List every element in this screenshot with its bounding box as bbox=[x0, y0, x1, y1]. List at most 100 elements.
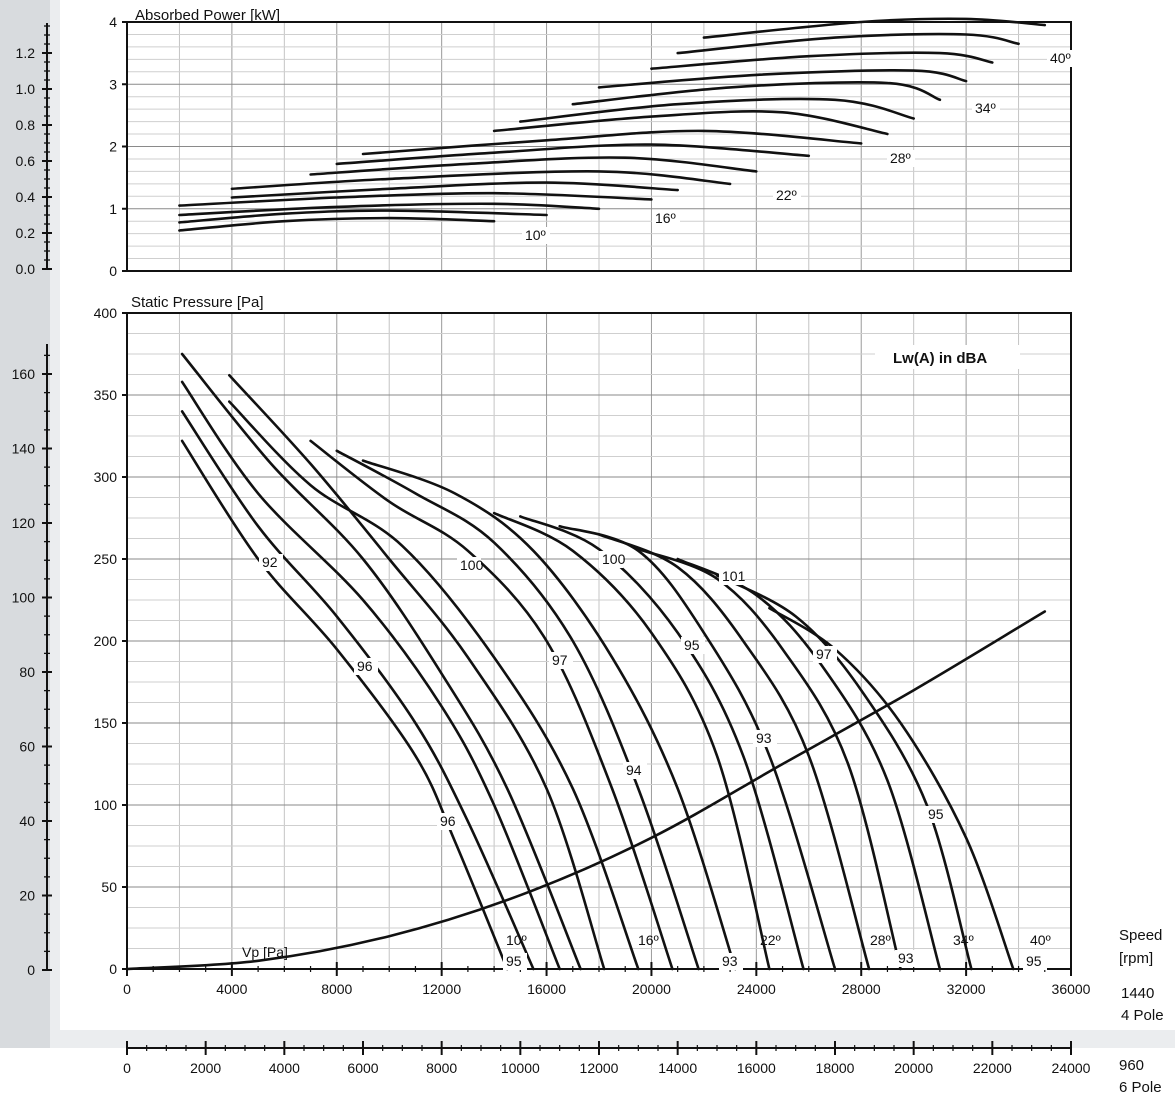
top-y-tick-label: 2 bbox=[109, 139, 117, 155]
top-angle-label-bg bbox=[652, 210, 680, 227]
top-angle-label: 40º bbox=[1050, 50, 1071, 66]
pressure-curve-series-8 bbox=[361, 459, 737, 971]
top-y-tick-labels: 0 1 2 3 4 bbox=[109, 14, 117, 279]
sound-label-bg bbox=[354, 658, 378, 675]
power-curve-series-13 bbox=[650, 51, 994, 70]
sound-level-label: 96 bbox=[440, 813, 456, 829]
sound-label-bg bbox=[925, 806, 949, 823]
x4-tick-label: 4000 bbox=[216, 981, 247, 997]
sound-level-label: 101 bbox=[722, 568, 746, 584]
pressure-curve-series-3 bbox=[180, 352, 582, 971]
main-angle-label: 10º bbox=[506, 932, 527, 948]
power-curve-series-2 bbox=[178, 202, 601, 217]
legend-box bbox=[875, 345, 1020, 369]
pressure-curve-series-17 bbox=[125, 610, 1047, 971]
pressure-curve-series-5 bbox=[228, 400, 640, 971]
left-tick-label: 160 bbox=[12, 366, 36, 382]
pressure-curve-series-0 bbox=[180, 439, 509, 971]
speed-1440-label: 1440 bbox=[1121, 985, 1154, 1002]
vp-curve-label: Vp [Pa] bbox=[242, 944, 288, 960]
x4-tick-label: 32000 bbox=[947, 981, 986, 997]
left-tick-label: 0.2 bbox=[16, 225, 36, 241]
x6-tick-label: 4000 bbox=[269, 1060, 300, 1076]
x6-tick-label: 14000 bbox=[658, 1060, 697, 1076]
pole-6-label: 6 Pole bbox=[1119, 1079, 1162, 1095]
x6-tick-label: 2000 bbox=[190, 1060, 221, 1076]
x4-tick-label: 24000 bbox=[737, 981, 776, 997]
legend-label: Lw(A) in dBA bbox=[893, 350, 987, 367]
power-curve-series-15 bbox=[702, 17, 1047, 39]
sound-label-bg bbox=[719, 568, 743, 585]
x4-tick-label: 12000 bbox=[422, 981, 461, 997]
sound-level-label: 97 bbox=[816, 646, 832, 662]
sound-label-bg bbox=[681, 637, 705, 654]
power-curve-series-7 bbox=[335, 143, 811, 166]
power-curve-series-1 bbox=[178, 209, 548, 224]
rpm-unit-label: [rpm] bbox=[1119, 950, 1153, 967]
sound-label-bg bbox=[457, 557, 481, 574]
x6-tick-label: 12000 bbox=[580, 1060, 619, 1076]
sound-label-bg bbox=[437, 813, 461, 830]
sound-level-label: 100 bbox=[602, 551, 626, 567]
pressure-curve-series-2 bbox=[180, 380, 561, 971]
pressure-curve-series-13 bbox=[637, 547, 902, 971]
left-tick-label: 140 bbox=[12, 441, 36, 457]
sound-label-bg bbox=[719, 953, 743, 970]
x4-tick-label: 16000 bbox=[527, 981, 566, 997]
sound-label-bg bbox=[753, 730, 777, 747]
power-curve-series-12 bbox=[597, 69, 968, 89]
top-angle-label-bg bbox=[887, 150, 915, 167]
main-y-tick-label: 250 bbox=[94, 551, 118, 567]
top-left-tick-labels: 0.0 0.2 0.4 0.6 0.8 1.0 1.2 bbox=[16, 45, 36, 277]
x4-tick-label: 28000 bbox=[842, 981, 881, 997]
main-y-tick-label: 0 bbox=[109, 961, 117, 977]
left-tick-label: 120 bbox=[12, 515, 36, 531]
main-angle-label: 16º bbox=[638, 932, 659, 948]
power-curve-series-3 bbox=[178, 191, 653, 207]
x6-tick-label: 10000 bbox=[501, 1060, 540, 1076]
sound-level-label: 92 bbox=[262, 554, 278, 570]
pressure-curve-series-6 bbox=[309, 439, 674, 971]
left-tick-label: 0.6 bbox=[16, 153, 36, 169]
left-tick-label: 1.2 bbox=[16, 45, 36, 61]
pressure-curve-series-16 bbox=[768, 606, 1015, 971]
x6-tick-label: 8000 bbox=[426, 1060, 457, 1076]
left-tick-label: 20 bbox=[19, 888, 35, 904]
speed-label: Speed bbox=[1119, 927, 1162, 944]
top-angle-label: 22º bbox=[776, 187, 797, 203]
sound-level-label: 97 bbox=[552, 652, 568, 668]
left-tick-label: 40 bbox=[19, 813, 35, 829]
sound-level-label: 95 bbox=[928, 806, 944, 822]
sound-level-label: 96 bbox=[357, 658, 373, 674]
sound-label-bg bbox=[623, 762, 647, 779]
main-angle-label: 34º bbox=[953, 932, 974, 948]
main-y-tick-label: 50 bbox=[101, 879, 117, 895]
left-tick-label: 1.0 bbox=[16, 81, 36, 97]
power-curve-series-10 bbox=[519, 97, 915, 123]
main-y-tick-label: 350 bbox=[94, 387, 118, 403]
top-angle-label: 28º bbox=[890, 150, 911, 166]
main-y-tick-label: 400 bbox=[94, 305, 118, 321]
main-y-tick-label: 300 bbox=[94, 469, 118, 485]
sound-level-label: 94 bbox=[626, 762, 642, 778]
sound-label-bg bbox=[813, 646, 837, 663]
main-y-tick-labels: 0 50 100 150 200 250 300 350 400 bbox=[94, 305, 118, 977]
sound-level-label: 93 bbox=[722, 953, 738, 969]
top-angle-label: 10º bbox=[525, 227, 546, 243]
top-angle-label-bg bbox=[1047, 50, 1075, 67]
main-angle-label: 28º bbox=[870, 932, 891, 948]
power-curve-series-8 bbox=[361, 129, 863, 156]
sound-label-bg bbox=[599, 551, 623, 568]
x-axis-4pole-ticks: 0 4000 8000 12000 16000 20000 24000 28000 32000 3… bbox=[123, 981, 1091, 997]
sound-level-label: 95 bbox=[684, 637, 700, 653]
left-tick-label: 0.4 bbox=[16, 189, 36, 205]
main-y-tick-label: 100 bbox=[94, 797, 118, 813]
main-y-tick-label: 150 bbox=[94, 715, 118, 731]
power-curve-series-11 bbox=[571, 80, 942, 106]
main-angle-labels: 10º 16º 22º 28º 34º 40º bbox=[506, 932, 1051, 948]
left-tick-label: 60 bbox=[19, 739, 35, 755]
x6-tick-label: 6000 bbox=[347, 1060, 378, 1076]
pressure-curve-series-4 bbox=[228, 374, 606, 971]
main-chart-title: Static Pressure [Pa] bbox=[131, 294, 264, 311]
